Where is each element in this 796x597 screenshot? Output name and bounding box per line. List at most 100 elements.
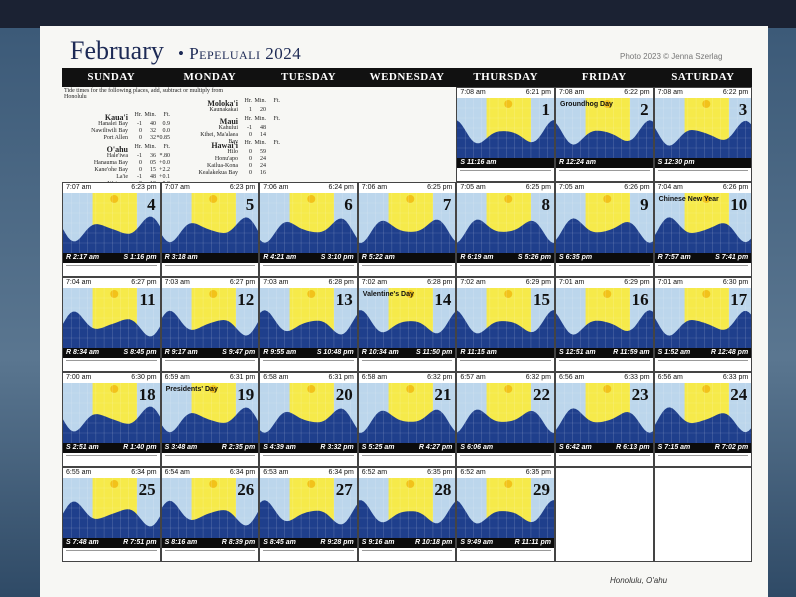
sun-icon xyxy=(208,195,217,203)
day-cell: 7:03 am 6:28 pm 13 R 9:55 am S 10:48 pm xyxy=(259,277,358,372)
place-row: Kihei, Ma'alaea Bay 0 14 xyxy=(194,132,280,146)
day-cell: 6:56 am 6:33 pm 23 S 6:42 am R 6:13 pm xyxy=(555,372,654,467)
tide-table-rule xyxy=(361,360,453,361)
footer: Honolulu, O'ahu xyxy=(610,576,668,585)
place-row: Hanalei Bay -1 40 0.9 xyxy=(84,121,170,128)
moon-band xyxy=(654,348,752,358)
sun-icon xyxy=(208,480,217,488)
tide-graphic xyxy=(457,383,554,443)
moon-time: R 11:11 pm xyxy=(514,539,551,546)
day-number: 15 xyxy=(532,290,550,309)
moon-time: R 1:40 pm xyxy=(123,444,157,451)
place-name: Kihei, Ma'alaea Bay xyxy=(200,132,238,145)
column-header: Min. xyxy=(144,112,156,118)
group-header: Hawai'i Hr. Min. Ft. xyxy=(194,140,280,150)
moon-time: R 5:22 am xyxy=(361,254,395,261)
sunrise: 7:04 am xyxy=(66,279,92,286)
tide-table-rule xyxy=(164,265,256,266)
day-cell: 7:08 am 6:22 pm 2 Groundhog Day R 12:24 am xyxy=(555,87,654,182)
moon-band xyxy=(358,538,456,548)
sun-icon xyxy=(110,385,119,393)
moon-time: S 5:25 am xyxy=(361,444,395,451)
column-header: Min. xyxy=(254,98,266,104)
sunrise: 6:55 am xyxy=(66,469,92,476)
day-cell: 6:54 am 6:34 pm 26 S 8:16 am R 8:39 pm xyxy=(160,467,260,562)
column-header: Min. xyxy=(254,116,266,122)
moon-time: R 4:27 pm xyxy=(418,444,453,451)
day-cell: 7:00 am 6:30 pm 18 S 2:51 am R 1:40 pm xyxy=(62,372,161,467)
sunset: 6:31 pm xyxy=(328,374,354,381)
moon-time: R 6:19 am xyxy=(460,254,494,261)
group-name: Hawai'i xyxy=(211,141,238,150)
column-header: Ft. xyxy=(273,98,280,104)
moon-time: S 3:48 am xyxy=(164,444,198,451)
moon-time: S 6:42 am xyxy=(559,444,592,451)
offset: 0.9 xyxy=(162,121,171,127)
offset xyxy=(266,163,280,170)
intro-text: Tide times for the following places, add… xyxy=(64,88,224,100)
offset: 24 xyxy=(260,156,266,162)
offset xyxy=(266,149,280,156)
tide-wave xyxy=(654,407,752,443)
sun-icon xyxy=(307,385,316,393)
tide-table-rule xyxy=(263,360,354,361)
tide-graphic xyxy=(161,288,259,348)
day-number: 10 xyxy=(730,195,748,214)
place-row: Nawiliwili Bay 0 32 0.0 xyxy=(84,128,170,135)
offset: 0 xyxy=(249,156,252,162)
place-row: Kealakekua Bay 0 16 xyxy=(194,170,280,177)
sunrise: 7:08 am xyxy=(460,89,486,96)
column-header: Min. xyxy=(254,140,266,146)
group-header: Moloka'i Hr. Min. Ft. xyxy=(194,98,280,108)
moon-band xyxy=(457,443,554,453)
offset: 14 xyxy=(260,132,266,138)
day-cell: 7:07 am 6:23 pm 5 R 3:18 am xyxy=(160,182,260,277)
column-header: Hr. xyxy=(244,98,253,104)
day-cell: 7:07 am 6:23 pm 4 R 2:17 am S 1:16 pm xyxy=(62,182,161,277)
sunset: 6:35 pm xyxy=(525,469,551,476)
sun-icon xyxy=(504,195,513,203)
place-row: Hanauma Bay 0 05 +0.0 xyxy=(84,160,170,167)
moon-time: S 11:16 am xyxy=(460,159,497,166)
sun-icon xyxy=(406,195,415,203)
tide-graphic xyxy=(161,383,259,443)
offset: 48 xyxy=(260,125,266,131)
group-header: Maui Hr. Min. Ft. xyxy=(194,116,280,126)
sunset: 6:24 pm xyxy=(328,184,354,191)
tide-wave xyxy=(161,500,259,538)
moon-time: R 2:35 pm xyxy=(221,444,256,451)
sun-icon xyxy=(110,480,119,488)
moon-band xyxy=(358,253,456,263)
tide-graphic xyxy=(63,288,160,348)
moon-band xyxy=(63,538,160,548)
tide-table-rule xyxy=(66,550,157,551)
sunrise: 6:52 am xyxy=(361,469,388,476)
weekday-header: TUESDAY xyxy=(259,68,358,87)
day-cell: 6:56 am 6:33 pm 24 S 7:15 am R 7:02 pm xyxy=(653,372,753,467)
place-group: Maui Hr. Min. Ft. Kahului -1 48 Kihei, Ma'alaea… xyxy=(194,116,280,146)
group-header: Kaua'i Hr. Min. Ft. xyxy=(84,112,170,122)
sunset: 6:25 pm xyxy=(525,184,551,191)
holiday: Chinese New Year xyxy=(658,196,719,203)
moon-band xyxy=(556,443,653,453)
moon-time: R 7:02 pm xyxy=(714,444,749,451)
tide-graphic xyxy=(654,383,752,443)
place-row: Hale'iwa -1 36 *.80 xyxy=(84,153,170,160)
day-cell: 7:02 am 6:29 pm 15 R 11:15 am xyxy=(456,277,555,372)
empty-cell xyxy=(555,467,654,562)
tide-table-rule xyxy=(559,360,650,361)
place-name: Hilo xyxy=(227,149,238,155)
moon-time: S 7:15 am xyxy=(657,444,691,451)
sunrise: 7:08 am xyxy=(657,89,683,96)
sunset: 6:23 pm xyxy=(229,184,256,191)
tide-wave xyxy=(260,218,357,253)
moon-band xyxy=(260,253,357,263)
day-cell: 7:02 am 6:28 pm 14 Valentine's Day R 10:34 a… xyxy=(357,277,457,372)
group-header: O'ahu Hr. Min. Ft. xyxy=(84,144,170,154)
moon-time: S 1:16 pm xyxy=(123,254,157,261)
offset: 0 xyxy=(139,167,142,173)
place-row: Kaunakakai 1 20 xyxy=(194,107,280,114)
moon-time: R 12:48 pm xyxy=(710,349,749,356)
tide-wave xyxy=(457,219,554,253)
sunset: 6:33 pm xyxy=(722,374,749,381)
